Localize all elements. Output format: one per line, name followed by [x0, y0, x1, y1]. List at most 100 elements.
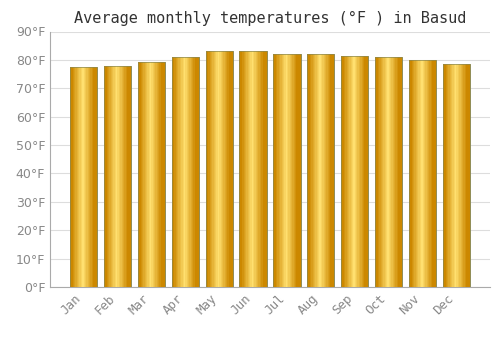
Bar: [443, 64, 444, 287]
Bar: [375, 57, 402, 287]
Bar: [80, 67, 81, 287]
Bar: [426, 60, 428, 287]
Bar: [182, 57, 184, 287]
Bar: [413, 60, 414, 287]
Bar: [176, 57, 177, 287]
Bar: [284, 54, 286, 287]
Bar: [298, 54, 299, 287]
Bar: [70, 67, 71, 287]
Bar: [196, 57, 198, 287]
Bar: [388, 57, 390, 287]
Bar: [452, 64, 454, 287]
Bar: [421, 60, 422, 287]
Bar: [458, 64, 459, 287]
Bar: [350, 56, 352, 287]
Bar: [244, 51, 245, 287]
Bar: [127, 66, 128, 287]
Bar: [250, 51, 252, 287]
Bar: [256, 51, 257, 287]
Bar: [81, 67, 82, 287]
Bar: [443, 64, 470, 287]
Bar: [104, 66, 106, 287]
Bar: [446, 64, 447, 287]
Bar: [322, 54, 324, 287]
Bar: [290, 54, 291, 287]
Bar: [240, 51, 266, 287]
Bar: [161, 62, 162, 287]
Bar: [158, 62, 160, 287]
Bar: [468, 64, 470, 287]
Bar: [451, 64, 452, 287]
Bar: [375, 57, 376, 287]
Bar: [104, 66, 131, 287]
Bar: [114, 66, 116, 287]
Bar: [242, 51, 244, 287]
Bar: [420, 60, 421, 287]
Bar: [140, 62, 142, 287]
Bar: [144, 62, 146, 287]
Bar: [392, 57, 394, 287]
Bar: [462, 64, 463, 287]
Bar: [296, 54, 298, 287]
Bar: [354, 56, 356, 287]
Bar: [417, 60, 418, 287]
Bar: [330, 54, 332, 287]
Bar: [110, 66, 112, 287]
Bar: [240, 51, 266, 287]
Bar: [214, 51, 215, 287]
Bar: [418, 60, 420, 287]
Bar: [310, 54, 312, 287]
Bar: [314, 54, 316, 287]
Bar: [173, 57, 174, 287]
Bar: [108, 66, 110, 287]
Bar: [294, 54, 295, 287]
Bar: [93, 67, 94, 287]
Bar: [317, 54, 318, 287]
Bar: [143, 62, 144, 287]
Bar: [382, 57, 383, 287]
Bar: [128, 66, 130, 287]
Bar: [274, 54, 276, 287]
Bar: [464, 64, 466, 287]
Bar: [356, 56, 358, 287]
Bar: [278, 54, 279, 287]
Bar: [142, 62, 143, 287]
Bar: [318, 54, 320, 287]
Bar: [434, 60, 436, 287]
Bar: [160, 62, 161, 287]
Bar: [376, 57, 378, 287]
Bar: [211, 51, 212, 287]
Bar: [409, 60, 410, 287]
Bar: [274, 54, 300, 287]
Bar: [364, 56, 366, 287]
Bar: [70, 67, 97, 287]
Bar: [288, 54, 290, 287]
Bar: [280, 54, 281, 287]
Bar: [119, 66, 120, 287]
Bar: [390, 57, 392, 287]
Bar: [380, 57, 382, 287]
Bar: [409, 60, 436, 287]
Bar: [90, 67, 92, 287]
Bar: [226, 51, 228, 287]
Bar: [164, 62, 165, 287]
Bar: [312, 54, 314, 287]
Bar: [400, 57, 401, 287]
Bar: [206, 51, 233, 287]
Bar: [172, 57, 173, 287]
Bar: [181, 57, 182, 287]
Bar: [104, 66, 131, 287]
Bar: [122, 66, 123, 287]
Bar: [299, 54, 300, 287]
Bar: [219, 51, 220, 287]
Bar: [206, 51, 233, 287]
Bar: [253, 51, 254, 287]
Bar: [77, 67, 78, 287]
Bar: [207, 51, 208, 287]
Bar: [188, 57, 190, 287]
Bar: [248, 51, 249, 287]
Bar: [116, 66, 117, 287]
Bar: [291, 54, 292, 287]
Bar: [261, 51, 262, 287]
Bar: [333, 54, 334, 287]
